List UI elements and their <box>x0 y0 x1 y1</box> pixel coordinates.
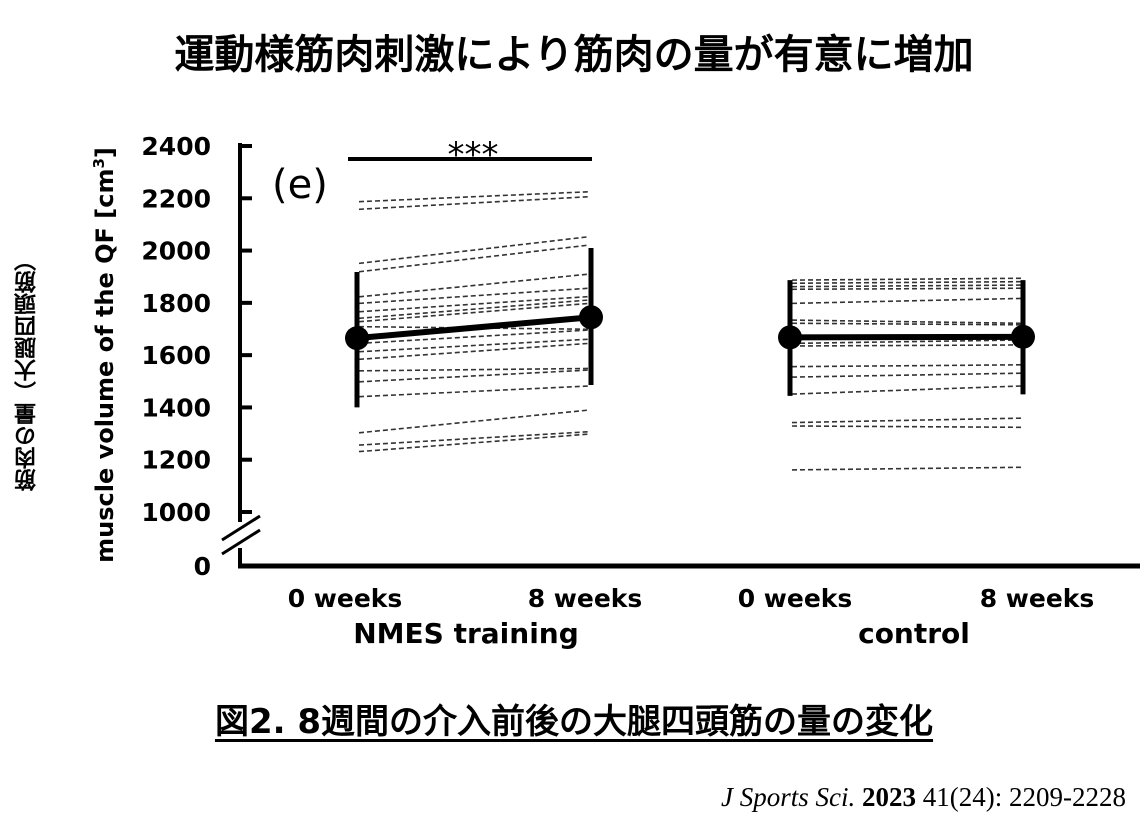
individual-line <box>791 344 1022 347</box>
individual-line <box>791 339 1022 345</box>
figure-caption: 図2. 8週間の介入前後の大腿四頭筋の量の変化 <box>0 694 1148 743</box>
y-ticks: 0 1000 1200 1400 1600 1800 2000 2200 2400 <box>141 132 252 581</box>
x-label-nmes-0w: 0 weeks <box>288 584 403 613</box>
y-axis-label-text: muscle volume of the QF [cm <box>91 169 119 563</box>
individual-line <box>791 277 1022 281</box>
individual-line <box>358 367 590 372</box>
data-marks <box>345 157 1035 471</box>
citation-rest: 41(24): 2209-2228 <box>916 782 1126 812</box>
individual-line <box>791 297 1022 305</box>
individual-line <box>358 329 590 345</box>
individual-line <box>791 280 1022 285</box>
citation-journal: J Sports Sci. <box>721 782 856 812</box>
individual-line <box>358 273 590 298</box>
individual-line <box>791 417 1022 424</box>
figure-caption-text: 図2. 8週間の介入前後の大腿四頭筋の量の変化 <box>214 702 934 742</box>
axis-break-mark <box>221 528 261 556</box>
individual-line <box>791 284 1022 288</box>
y-tick-label: 0 <box>194 552 211 581</box>
x-label-control-8w: 8 weeks <box>980 584 1095 613</box>
x-labels: 0 weeks 8 weeks 0 weeks 8 weeks NMES tra… <box>288 584 1095 650</box>
y-axis-label-close: ] <box>91 147 119 158</box>
y-axis-label-sup: 3 <box>90 158 108 168</box>
y-tick-label: 2000 <box>141 237 211 266</box>
individual-line <box>358 299 590 320</box>
individual-line <box>358 302 590 323</box>
axes <box>221 143 1140 569</box>
individual-line <box>358 235 590 265</box>
individual-line <box>791 287 1022 291</box>
individual-line <box>358 369 590 383</box>
mean-point <box>345 326 369 351</box>
individual-line <box>358 342 590 361</box>
y-tick-label: 1400 <box>141 393 211 422</box>
y-tick-label: 1000 <box>141 498 211 527</box>
group-label-nmes: NMES training <box>353 617 579 650</box>
mean-point <box>579 305 603 330</box>
group-label-control: control <box>858 617 970 650</box>
individual-line <box>358 409 590 434</box>
y-axis-label: muscle volume of the QF [cm3] <box>90 147 119 563</box>
mean-line <box>356 314 592 342</box>
individual-line <box>791 319 1022 325</box>
individual-line <box>791 372 1022 378</box>
individual-line <box>358 433 590 453</box>
mean-point <box>1011 324 1035 349</box>
individual-line <box>358 385 590 398</box>
individual-line <box>358 287 590 305</box>
citation-year: 2023 <box>862 782 917 812</box>
y-tick-label: 1200 <box>141 446 211 475</box>
individual-line <box>791 364 1022 368</box>
y-tick-label: 1600 <box>141 341 211 370</box>
individual-line <box>791 466 1022 471</box>
y-tick-label: 2200 <box>141 184 211 213</box>
individual-line <box>358 190 590 203</box>
mean-line <box>789 333 1024 341</box>
significance-label: *** <box>448 135 499 175</box>
individual-line <box>358 338 590 353</box>
panel-label: (e) <box>272 162 328 208</box>
citation: J Sports Sci. 2023 41(24): 2209-2228 <box>721 782 1126 813</box>
individual-line <box>358 295 590 313</box>
axis-break-mark <box>221 514 261 542</box>
y-tick-label: 2400 <box>141 132 211 161</box>
x-label-nmes-8w: 8 weeks <box>528 584 643 613</box>
mean-point <box>778 325 802 350</box>
y-tick-label: 1800 <box>141 289 211 318</box>
individual-line <box>358 195 590 211</box>
individual-line <box>791 322 1022 326</box>
individual-line <box>791 425 1022 429</box>
x-label-control-0w: 0 weeks <box>738 584 853 613</box>
individual-line <box>791 385 1022 395</box>
slide-title: 運動様筋肉刺激により筋肉の量が有意に増加 <box>174 32 974 78</box>
individual-line <box>358 244 590 273</box>
individual-line <box>358 430 590 446</box>
